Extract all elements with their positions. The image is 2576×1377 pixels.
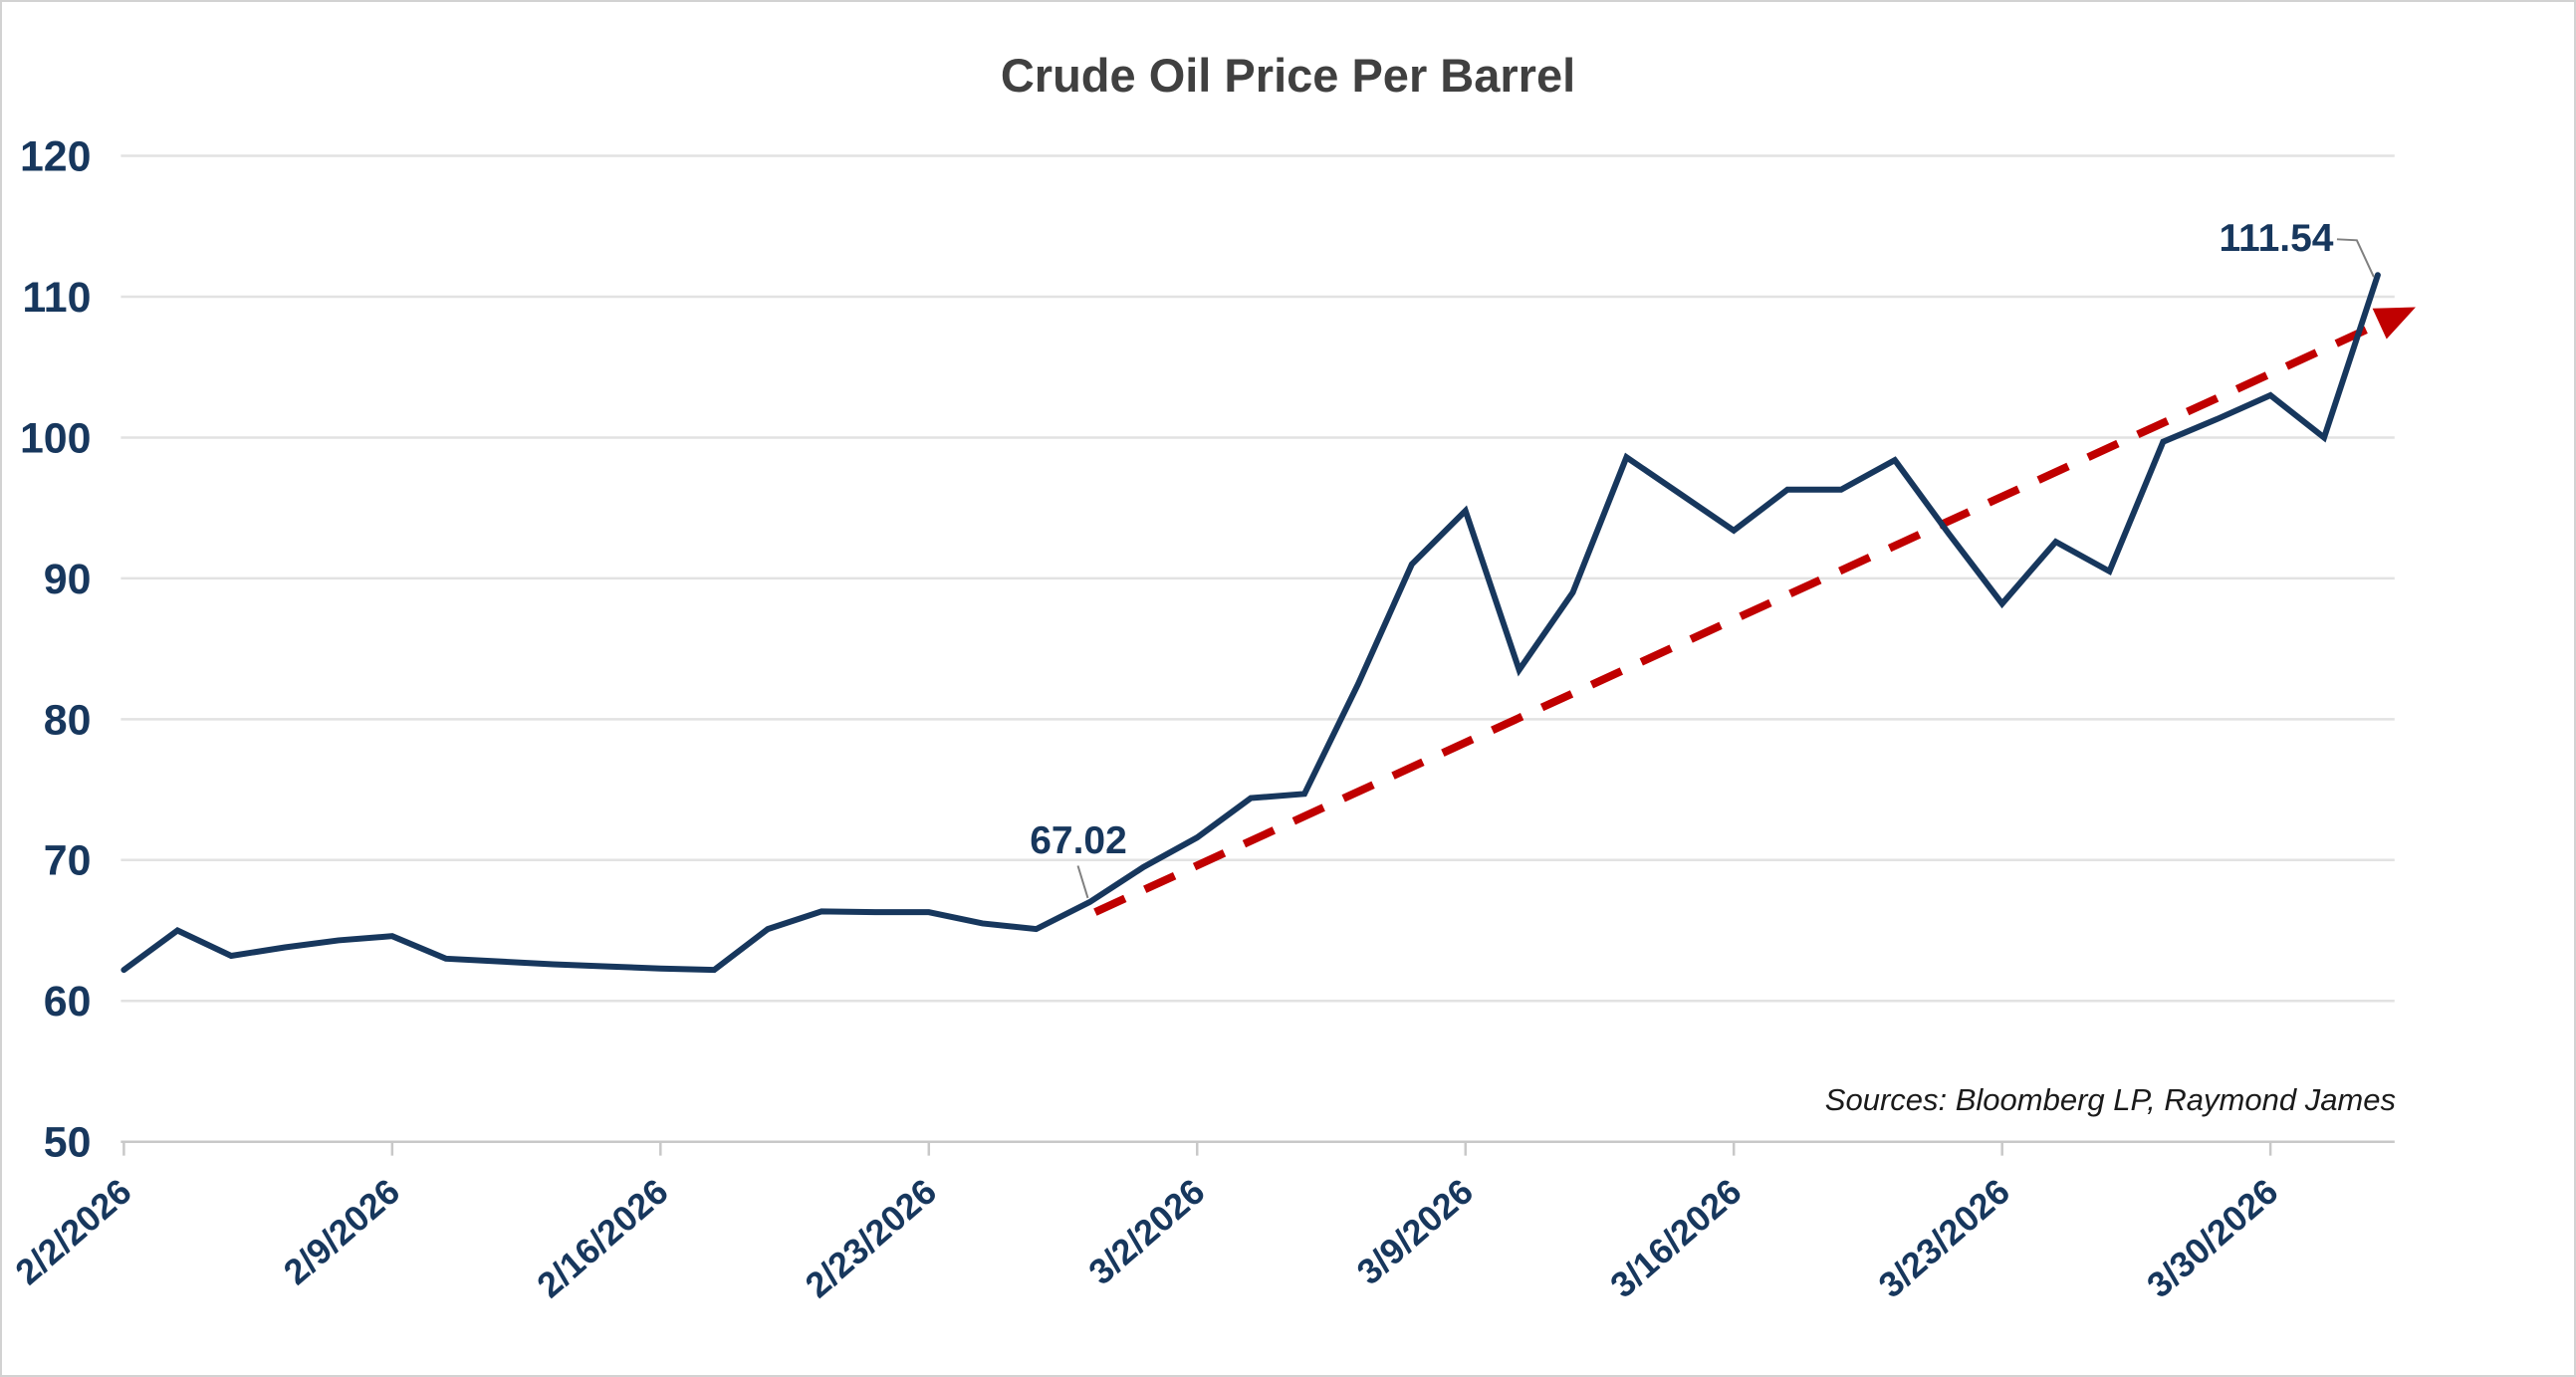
price-line — [120, 272, 2381, 974]
annotation-leader-lines-group — [1076, 238, 2375, 899]
x-tick-label: 3/16/2026 — [1603, 1171, 1750, 1305]
chart-title: Crude Oil Price Per Barrel — [1000, 49, 1576, 102]
price-line-group — [120, 272, 2381, 974]
x-tick-label: 3/30/2026 — [2140, 1171, 2286, 1305]
trend-line-group — [1093, 307, 2416, 916]
gridlines-group — [120, 154, 2395, 1143]
y-axis-labels-group: 50 60 70 80 90 100 110 120 — [20, 133, 92, 1167]
annotation-leader-line — [1076, 865, 1089, 899]
annotation-leader-line — [2336, 238, 2375, 278]
annotation-start-value: 67.02 — [1030, 819, 1127, 862]
y-tick-label: 100 — [20, 414, 92, 462]
trend-dashed-line — [1093, 318, 2385, 916]
x-tick-label: 3/2/2026 — [1081, 1171, 1213, 1292]
x-axis-labels-group: 2/2/2026 2/9/2026 2/16/2026 2/23/2026 3/2/20… — [8, 1171, 2285, 1305]
y-tick-label: 110 — [22, 274, 91, 322]
x-tick-label: 2/16/2026 — [530, 1171, 676, 1305]
y-tick-label: 70 — [44, 837, 92, 885]
x-tick-label: 2/23/2026 — [798, 1171, 944, 1305]
y-tick-label: 80 — [44, 696, 92, 744]
y-tick-label: 60 — [44, 978, 92, 1026]
x-tick-label: 2/2/2026 — [8, 1171, 139, 1292]
y-tick-label: 90 — [44, 556, 92, 603]
x-tick-label: 3/23/2026 — [1871, 1171, 2017, 1305]
x-tick-label: 2/9/2026 — [276, 1171, 407, 1292]
source-note: Sources: Bloomberg LP, Raymond James — [1824, 1082, 2396, 1117]
annotation-end-value: 111.54 — [2219, 217, 2334, 260]
x-axis-group — [120, 1140, 2395, 1156]
x-tick-label: 3/9/2026 — [1349, 1171, 1481, 1292]
y-tick-label: 50 — [44, 1119, 92, 1167]
y-tick-label: 120 — [20, 133, 92, 181]
trend-arrow-head — [2372, 307, 2416, 340]
